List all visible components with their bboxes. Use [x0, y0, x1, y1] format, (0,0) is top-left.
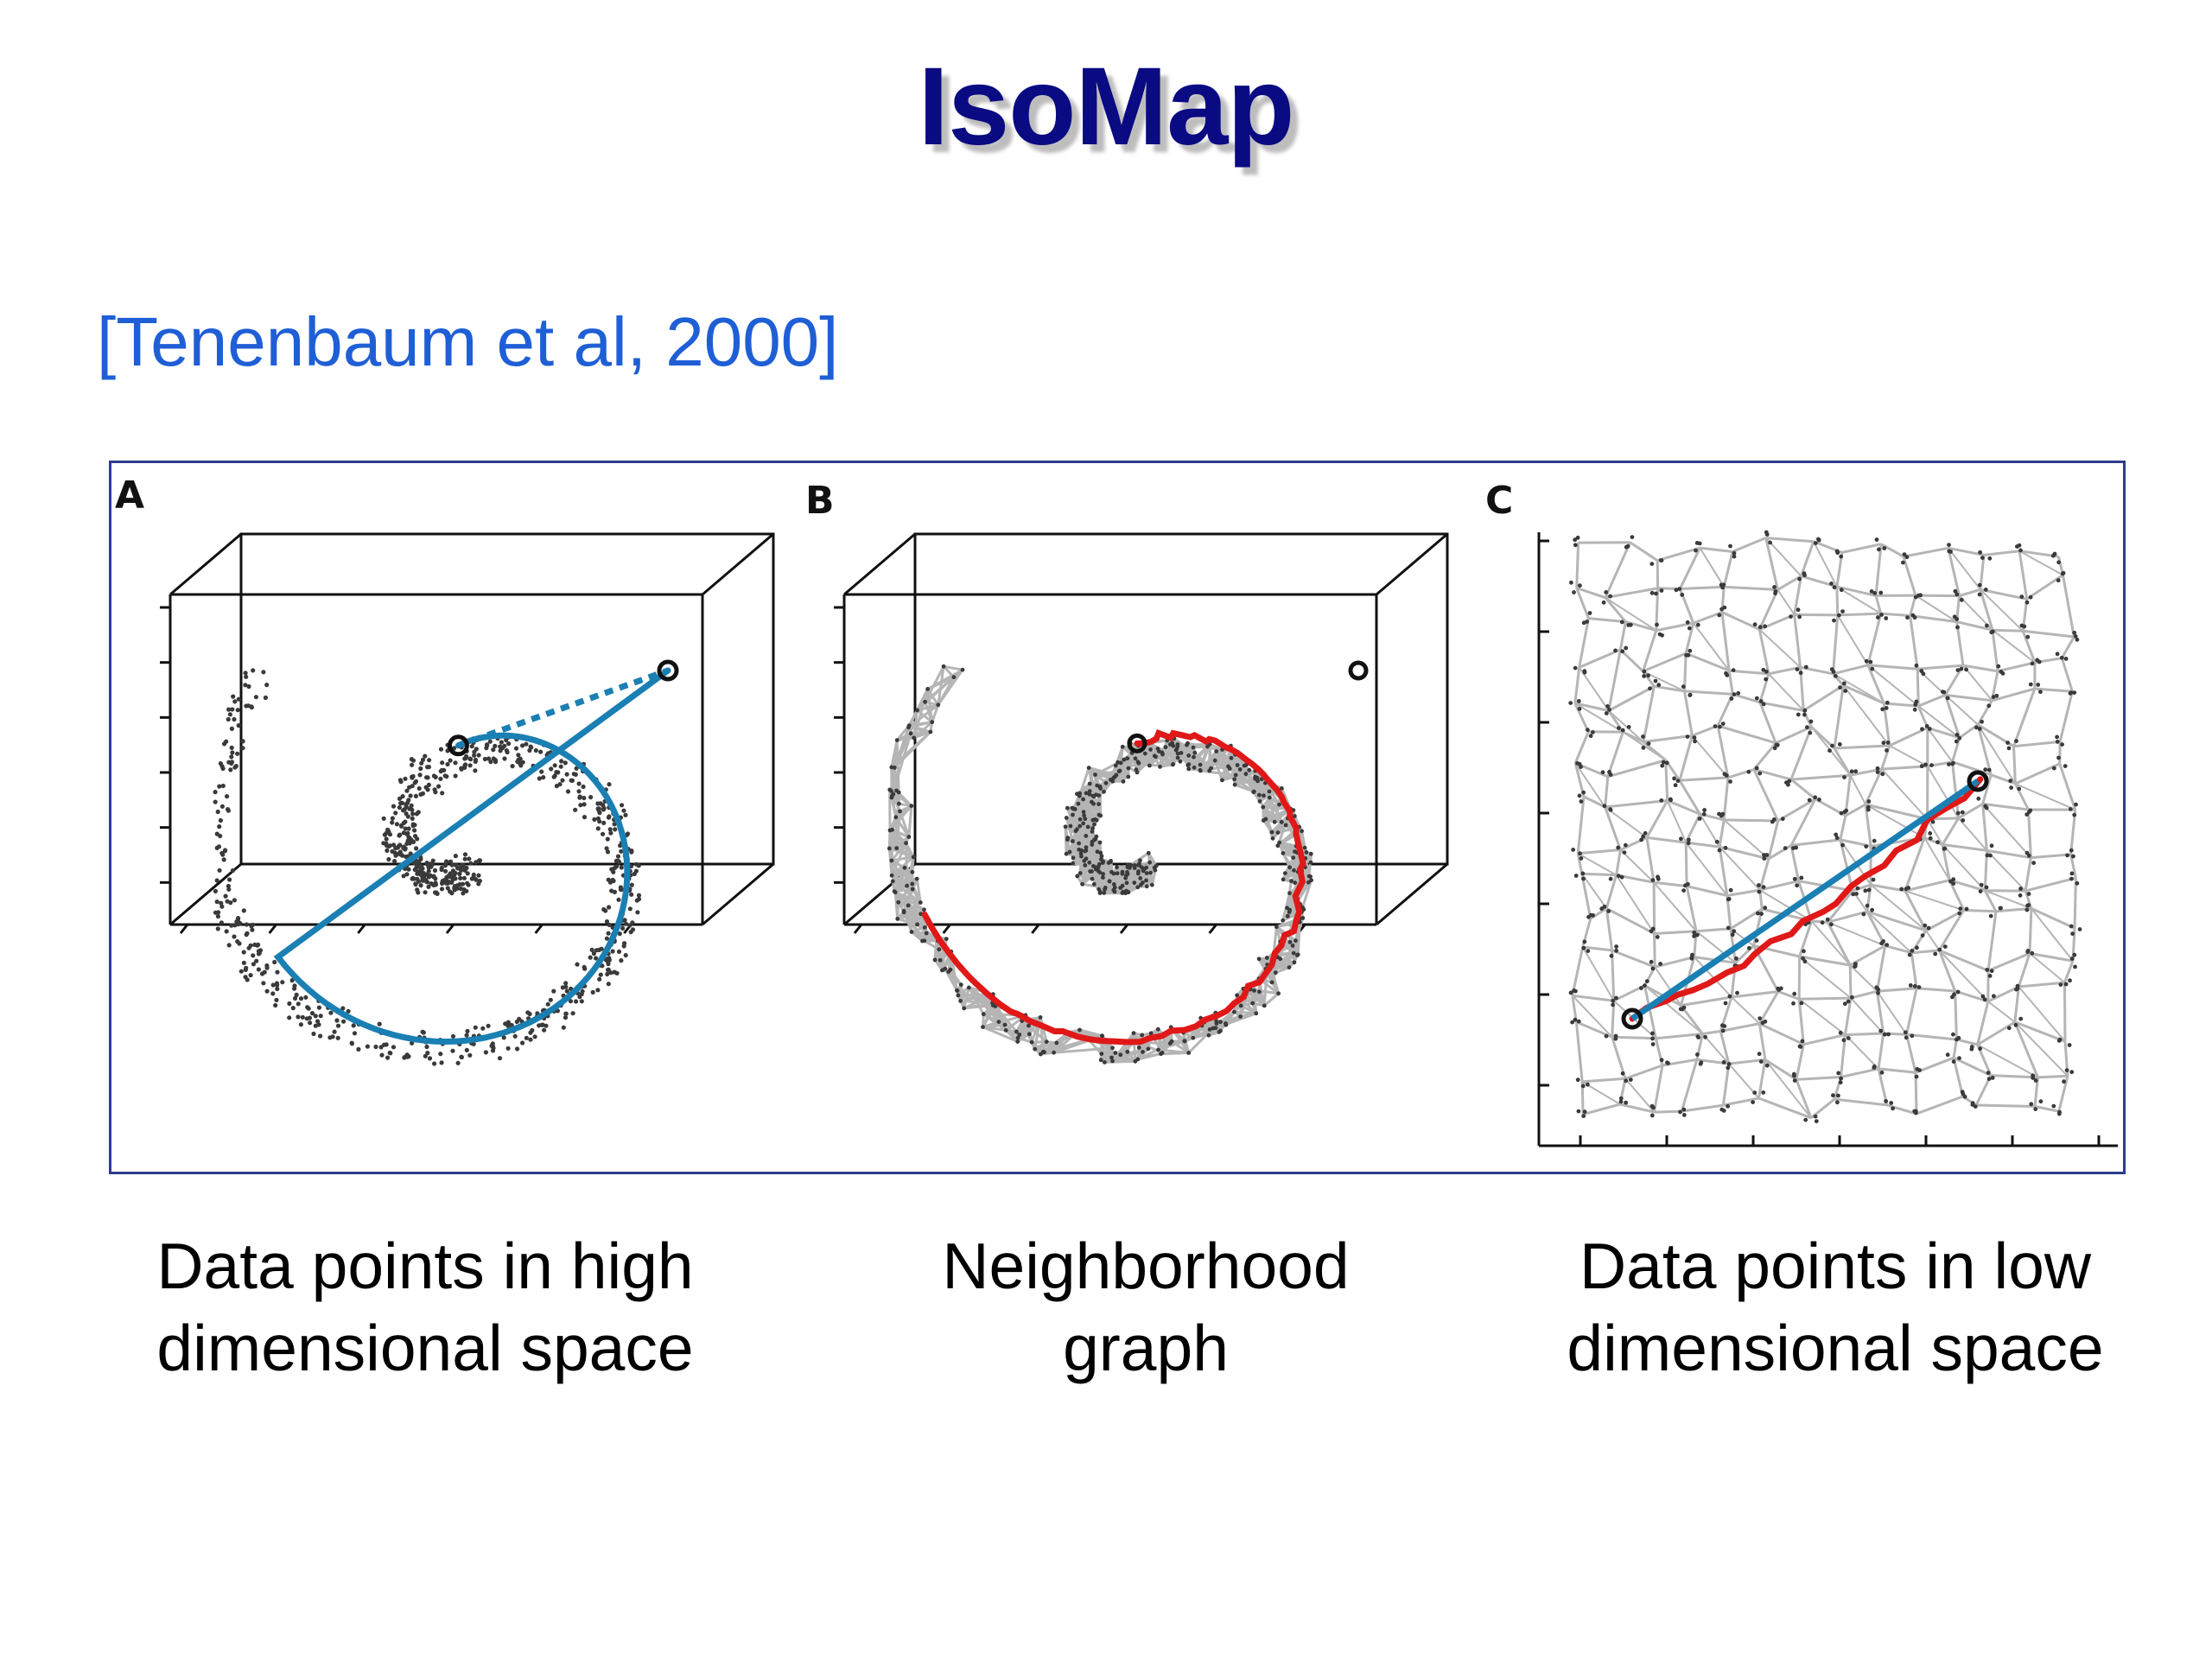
panel-a-bounding-box [160, 532, 775, 934]
panel-a-endpoint-marker [657, 659, 679, 682]
panel-c-straight-distance [1630, 779, 1980, 1021]
citation: [Tenenbaum et al, 2000] [97, 303, 839, 380]
panel-c-endpoint-marker [1621, 1007, 1643, 1030]
page-title: IsoMap [918, 45, 1295, 168]
panel-a-endpoint-marker [447, 734, 469, 757]
caption-panel-b-line1: Neighborhood [942, 1230, 1350, 1302]
caption-panel-c-line2: dimensional space [1567, 1312, 2104, 1384]
caption-panel-a-line2: dimensional space [156, 1312, 694, 1384]
panel-b-endpoint-marker [1348, 660, 1369, 681]
panel-b-endpoint-marker [1127, 733, 1147, 753]
caption-panel-b-line2: graph [1063, 1312, 1229, 1384]
caption-panel-b: Neighborhood graph [830, 1225, 1462, 1389]
panel-a: A [115, 474, 775, 1066]
panel-a-data-points [213, 668, 642, 1066]
caption-panel-c-line1: Data points in low [1580, 1230, 2091, 1302]
caption-panel-a: Data points in high dimensional space [109, 1225, 741, 1389]
caption-panel-a-line1: Data points in high [156, 1230, 694, 1302]
panel-c-graph-path [1629, 776, 1984, 1022]
panel-c-data-points [1568, 530, 2082, 1123]
panel-c-graph-edges [1571, 537, 2077, 1120]
panel-c: C [1485, 479, 2118, 1147]
isomap-figure: A B C [115, 474, 2118, 1147]
figure-frame: A B C [109, 461, 2126, 1174]
caption-panel-c: Data points in low dimensional space [1519, 1225, 2152, 1389]
panel-c-letter: C [1485, 479, 1513, 523]
panel-a-euclidean-distance [457, 667, 670, 749]
panel-c-axes [1537, 532, 2118, 1147]
panel-a-letter: A [115, 474, 144, 518]
panel-c-endpoint-marker [1967, 770, 1989, 792]
panel-b: B [805, 479, 1449, 1065]
panel-b-letter: B [805, 479, 835, 523]
panel-b-graph-path [921, 729, 1306, 1046]
panel-a-geodesic-path [273, 667, 671, 1046]
